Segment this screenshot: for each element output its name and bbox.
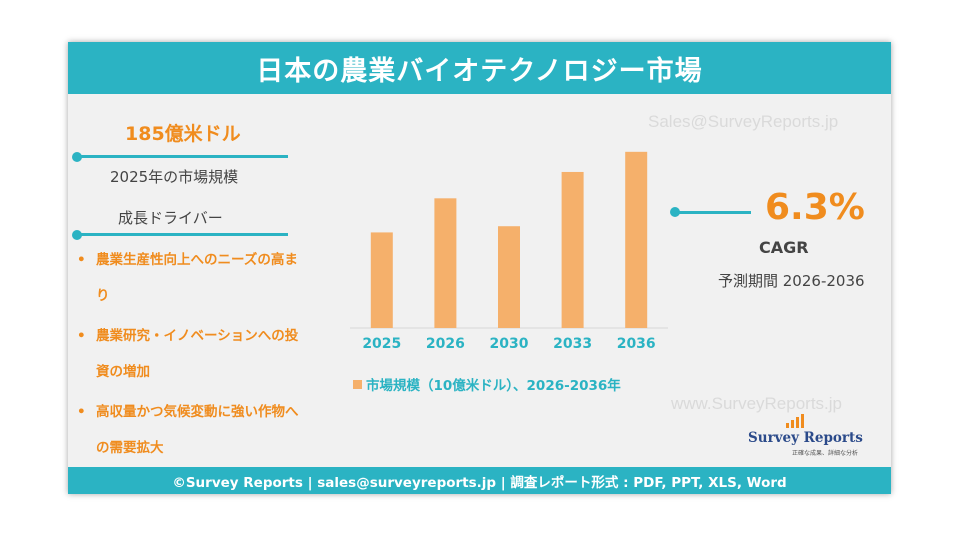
page-title: 日本の農業バイオテクノロジー市場 [256, 55, 703, 87]
market-size-caption: 2025年の市場規模 [110, 168, 239, 186]
header-banner: 日本の農業バイオテクノロジー市場 [68, 42, 891, 94]
divider-line [76, 155, 288, 158]
company-logo: Survey Reports 正確な成果、詳細な分析 [748, 414, 866, 458]
watermark-email: Sales@SurveyReports.jp [648, 112, 839, 131]
bullet-icon: • [77, 252, 86, 268]
bullet-icon: • [77, 404, 86, 420]
logo-bars-icon [786, 414, 806, 428]
x-tick-label: 2030 [490, 336, 529, 352]
driver-item: • 農業研究・イノベーションへの投 資の増加 [68, 318, 338, 390]
bar-2036 [625, 151, 648, 328]
logo-name: Survey Reports [748, 430, 863, 446]
chart-legend: 市場規模（10億米ドル）、2026-2036年 [353, 374, 621, 394]
bar-2026 [434, 198, 457, 328]
driver-item: • 高収量かつ気候変動に強い作物へ の需要拡大 [68, 394, 338, 466]
driver-text: 農業研究・イノベーションへの投 [96, 328, 299, 344]
x-tick-label: 2025 [362, 336, 401, 352]
footer-banner: ©Survey Reports | sales@surveyreports.jp… [68, 467, 891, 494]
watermark-url: www.SurveyReports.jp [671, 394, 843, 413]
forecast-period: 予測期間 2026-2036 [718, 272, 865, 290]
driver-text: り [96, 288, 110, 304]
infographic-card: 日本の農業バイオテクノロジー市場 Sales@SurveyReports.jp … [68, 42, 891, 494]
cagr-label: CAGR [759, 238, 809, 257]
cagr-value: 6.3% [765, 187, 865, 228]
driver-text: 高収量かつ気候変動に強い作物へ [96, 404, 299, 420]
driver-text: 資の増加 [96, 364, 150, 380]
driver-text: 農業生産性向上へのニーズの高ま [96, 252, 298, 268]
footer-text: ©Survey Reports | sales@surveyreports.jp… [172, 474, 787, 491]
market-size-value: 185億米ドル [125, 123, 241, 145]
bar-2033 [561, 171, 584, 328]
bullet-icon: • [77, 328, 86, 344]
drivers-title: 成長ドライバー [118, 209, 223, 227]
bar-chart: 2025 2026 2030 2033 2036 [350, 151, 668, 352]
driver-item: • 農業生産性向上へのニーズの高ま り [68, 242, 338, 314]
x-tick-label: 2033 [553, 336, 592, 352]
x-tick-label: 2036 [617, 336, 656, 352]
bar-2025 [370, 232, 393, 328]
divider-line [76, 233, 288, 236]
divider-line [675, 211, 751, 214]
logo-tagline: 正確な成果、詳細な分析 [792, 450, 859, 457]
driver-text: の需要拡大 [96, 440, 164, 456]
drivers-list: • 農業生産性向上へのニーズの高ま り • 農業研究・イノベーションへの投 資の… [68, 242, 338, 470]
legend-label: 市場規模（10億米ドル）、2026-2036年 [366, 378, 621, 394]
bar-2030 [498, 226, 520, 328]
legend-swatch [353, 379, 362, 389]
x-tick-label: 2026 [426, 336, 465, 352]
